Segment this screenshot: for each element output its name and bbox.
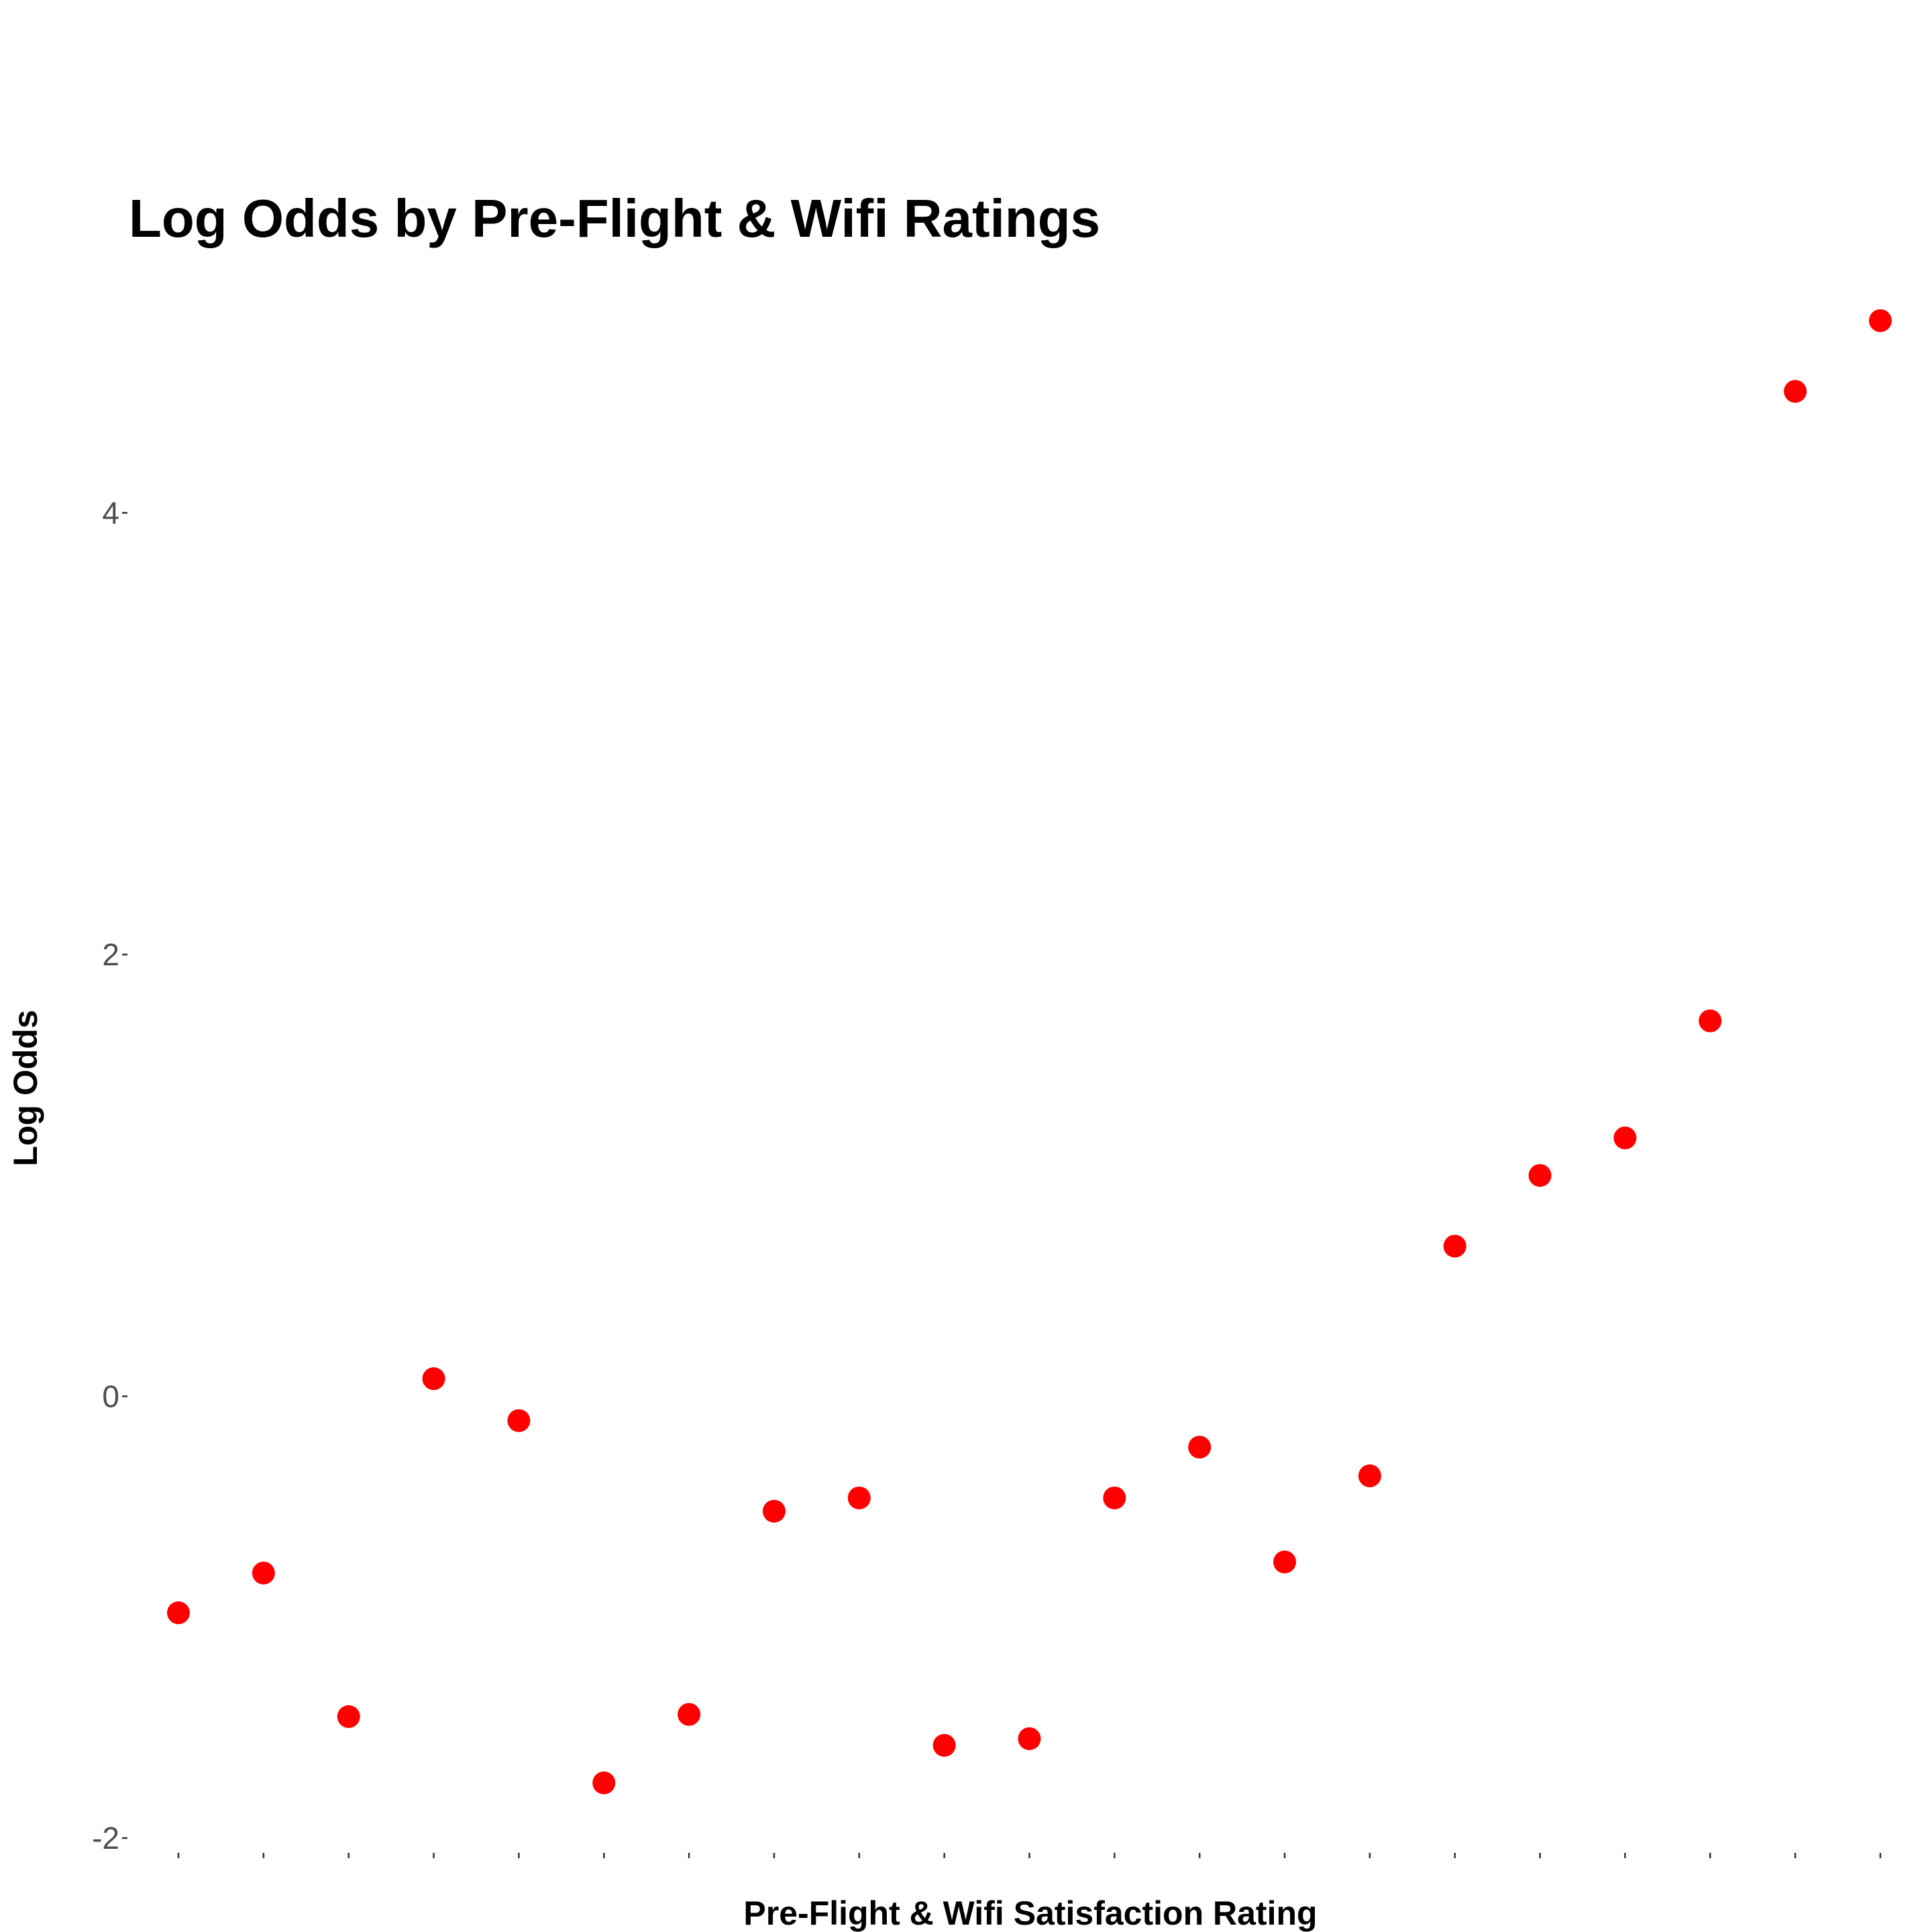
data-point [1869,309,1892,332]
data-point [337,1705,360,1728]
y-tick-label: 2 [102,937,119,972]
data-point [507,1409,531,1432]
data-point [1443,1234,1466,1258]
data-point [252,1561,275,1585]
data-point [1784,380,1807,403]
data-point [762,1499,786,1523]
data-point [932,1733,956,1757]
data-point [1613,1126,1637,1150]
data-point [1699,1009,1722,1032]
data-point [167,1601,190,1625]
y-axis-label: Log Odds [7,1010,44,1166]
data-points [167,309,1892,1794]
y-tick-label: 4 [102,495,119,530]
y-tick-label: -2 [92,1821,119,1856]
chart-title: Log Odds by Pre-Flight & Wifi Ratings [129,189,1100,248]
data-point [1273,1550,1297,1574]
data-point [847,1486,871,1509]
x-axis-ticks [177,1853,1882,1858]
data-point [678,1703,701,1726]
data-point [1358,1464,1381,1488]
data-point [592,1771,616,1794]
data-point [422,1367,445,1391]
data-point [1528,1164,1552,1187]
data-point [1103,1486,1126,1509]
y-axis-ticks: -2 0 2 4 [92,495,127,1856]
y-tick-label: 0 [102,1379,119,1413]
data-point [1188,1436,1212,1459]
data-point [1018,1727,1041,1750]
x-axis-label: Pre-Flight & Wifi Satisfaction Rating [743,1894,1317,1932]
